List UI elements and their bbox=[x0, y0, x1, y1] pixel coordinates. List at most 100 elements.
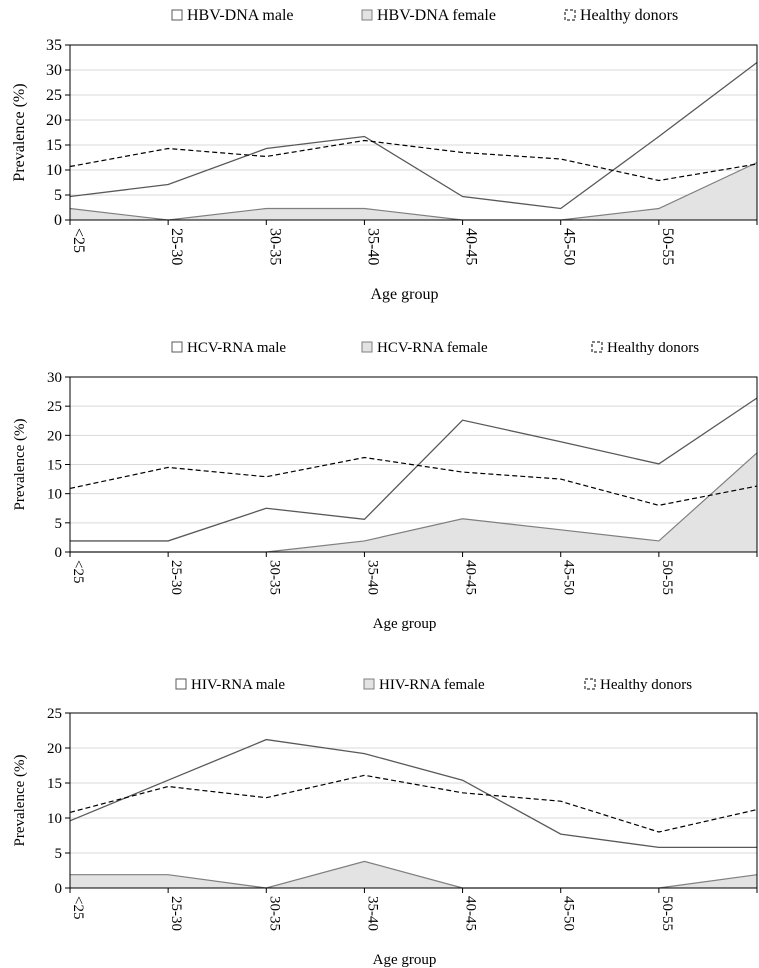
y-tick-label: 35 bbox=[46, 37, 62, 54]
legend: HBV-DNA male HBV-DNA female Healthy donors bbox=[171, 7, 678, 24]
donor-dashed-line bbox=[69, 456, 758, 506]
x-tick-label: 25-30 bbox=[168, 560, 184, 595]
y-tick-label: 10 bbox=[46, 162, 62, 179]
legend-label: HCV-RNA female bbox=[377, 340, 488, 356]
y-tick-label: 30 bbox=[47, 370, 62, 386]
legend-label: HIV-RNA male bbox=[191, 677, 285, 693]
x-tick-label: 45-50 bbox=[561, 560, 577, 595]
x-tick-label: 30-35 bbox=[266, 228, 283, 265]
legend-swatch-box bbox=[171, 9, 183, 21]
chart-panel-1: HBV-DNA male HBV-DNA female Healthy donors… bbox=[11, 7, 759, 303]
gridlines bbox=[70, 712, 757, 854]
x-tick-labels: <25 25-30 30-35 35-40 40-45 45-50 50-55 >55 bbox=[69, 888, 759, 931]
legend-swatch-box bbox=[175, 678, 187, 690]
plot-frame bbox=[69, 712, 758, 889]
x-tick-label: 25-30 bbox=[168, 228, 185, 265]
y-tick-label: 0 bbox=[55, 545, 63, 561]
y-tick-label: 15 bbox=[47, 776, 62, 792]
y-tick-label: 20 bbox=[47, 428, 62, 444]
series-3 bbox=[69, 774, 758, 833]
chart-panel-3: HIV-RNA male HIV-RNA female Healthy donors… bbox=[12, 677, 759, 968]
x-tick-label: 35-40 bbox=[364, 896, 380, 931]
gridlines bbox=[70, 376, 757, 524]
series-2 bbox=[69, 161, 758, 221]
legend-swatch-box bbox=[564, 9, 576, 21]
legend-swatch-2 bbox=[363, 678, 375, 690]
legend-label: Healthy donors bbox=[600, 677, 692, 693]
legend-label: HBV-DNA male bbox=[187, 7, 294, 24]
series-1 bbox=[69, 738, 757, 849]
y-tick-label: 10 bbox=[47, 811, 62, 827]
x-tick-labels: <25 25-30 30-35 35-40 40-45 45-50 50-55 >55 bbox=[69, 220, 759, 265]
x-tick-label: 45-50 bbox=[561, 228, 578, 265]
series-2 bbox=[70, 860, 758, 889]
legend-swatch-box bbox=[171, 341, 183, 353]
gridlines bbox=[70, 44, 757, 196]
legend-swatch-box bbox=[361, 9, 373, 21]
y-tick-label: 5 bbox=[55, 846, 63, 862]
male-line bbox=[69, 738, 757, 849]
x-tick-label: >55 bbox=[757, 228, 759, 253]
y-tick-label: 25 bbox=[47, 399, 62, 415]
legend-swatch-box bbox=[363, 678, 375, 690]
x-tick-label: 50-55 bbox=[659, 560, 675, 595]
legend-swatch-1 bbox=[171, 341, 183, 353]
legend-swatch-1 bbox=[171, 9, 183, 21]
x-tick-label: >55 bbox=[757, 896, 759, 919]
y-tick-label: 5 bbox=[55, 516, 63, 532]
legend-swatch-3 bbox=[584, 678, 596, 690]
x-tick-label: 35-40 bbox=[364, 560, 380, 595]
plot-frame bbox=[69, 44, 758, 221]
x-tick-label: 30-35 bbox=[266, 896, 282, 931]
legend: HIV-RNA male HIV-RNA female Healthy donors bbox=[175, 677, 692, 693]
y-tick-labels: 0 5 10 15 20 25 30 35 bbox=[46, 37, 70, 229]
series-3 bbox=[69, 139, 758, 182]
x-tick-labels: <25 25-30 30-35 35-40 40-45 45-50 50-55 >55 bbox=[69, 552, 759, 595]
y-tick-label: 25 bbox=[46, 87, 62, 104]
x-tick-label: 30-35 bbox=[266, 560, 282, 595]
male-line bbox=[69, 61, 758, 210]
x-tick-label: 35-40 bbox=[364, 228, 381, 265]
x-axis-title: Age group bbox=[373, 952, 437, 968]
x-tick-label: <25 bbox=[70, 228, 87, 253]
legend-label: HBV-DNA female bbox=[377, 7, 496, 24]
donor-dashed-line bbox=[69, 774, 758, 833]
y-tick-label: 0 bbox=[55, 881, 63, 897]
male-line bbox=[70, 397, 758, 542]
legend-swatch-box bbox=[591, 341, 603, 353]
donor-dashed-line bbox=[69, 139, 758, 182]
female-area-fill bbox=[70, 162, 757, 220]
y-tick-label: 0 bbox=[54, 212, 62, 229]
legend-swatch-3 bbox=[591, 341, 603, 353]
legend: HCV-RNA male HCV-RNA female Healthy donors bbox=[171, 340, 699, 356]
y-tick-label: 15 bbox=[47, 458, 62, 474]
female-area-fill bbox=[70, 452, 757, 552]
legend-swatch-1 bbox=[175, 678, 187, 690]
x-tick-label: 40-45 bbox=[463, 228, 480, 265]
x-tick-label: 40-45 bbox=[463, 896, 479, 931]
legend-swatch-3 bbox=[564, 9, 576, 21]
y-tick-label: 20 bbox=[46, 112, 62, 129]
x-tick-label: <25 bbox=[70, 896, 86, 919]
legend-swatch-box bbox=[361, 341, 373, 353]
chart-panel-2: HCV-RNA male HCV-RNA female Healthy donors… bbox=[12, 340, 759, 632]
plot-frame bbox=[69, 376, 758, 553]
x-tick-label: 40-45 bbox=[463, 560, 479, 595]
legend-swatch-2 bbox=[361, 9, 373, 21]
x-tick-label: 45-50 bbox=[561, 896, 577, 931]
legend-swatch-2 bbox=[361, 341, 373, 353]
y-axis-title: Prevalence (%) bbox=[12, 754, 28, 846]
legend-label: HIV-RNA female bbox=[379, 677, 485, 693]
series-1 bbox=[69, 61, 758, 210]
series-3 bbox=[69, 456, 758, 506]
x-axis-title: Age group bbox=[373, 616, 437, 632]
y-tick-labels: 0 5 10 15 20 25 30 bbox=[47, 370, 70, 561]
y-axis-title: Prevalence (%) bbox=[11, 83, 28, 181]
y-tick-label: 25 bbox=[47, 706, 62, 722]
legend-swatch-box bbox=[584, 678, 596, 690]
y-tick-label: 20 bbox=[47, 741, 62, 757]
legend-label: Healthy donors bbox=[607, 340, 699, 356]
y-axis-title: Prevalence (%) bbox=[12, 418, 28, 510]
female-area-line bbox=[69, 161, 758, 221]
